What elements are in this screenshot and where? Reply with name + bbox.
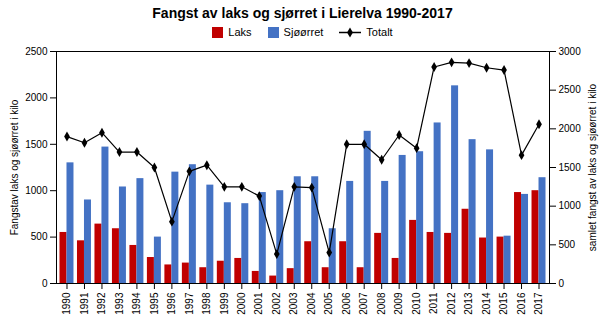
- svg-text:1996: 1996: [166, 292, 177, 315]
- html-text:Fangst av laks og sjørret i Li: Fangst av laks og sjørret i Lierelva 199…: [152, 5, 453, 21]
- svg-text:1000: 1000: [25, 185, 48, 196]
- svg-text:2005: 2005: [323, 292, 334, 315]
- svg-text:1992: 1992: [96, 292, 107, 315]
- svg-text:0: 0: [559, 278, 565, 289]
- svg-text:2007: 2007: [358, 292, 369, 315]
- svg-text:0: 0: [42, 278, 48, 289]
- svg-text:1994: 1994: [131, 292, 142, 315]
- svg-text:2000: 2000: [559, 123, 582, 134]
- svg-text:2000: 2000: [25, 92, 48, 103]
- svg-text:2003: 2003: [288, 292, 299, 315]
- svg-text:2006: 2006: [341, 292, 352, 315]
- svg-text:500: 500: [559, 239, 576, 250]
- svg-text:2017: 2017: [533, 292, 544, 315]
- svg-text:1500: 1500: [25, 139, 48, 150]
- svg-text:2500: 2500: [25, 46, 48, 57]
- svg-text:2014: 2014: [481, 292, 492, 315]
- svg-text:2008: 2008: [376, 292, 387, 315]
- svg-text:1991: 1991: [79, 292, 90, 315]
- html-text:Totalt: Totalt: [366, 26, 393, 38]
- svg-text:2004: 2004: [306, 292, 317, 315]
- svg-text:2000: 2000: [236, 292, 247, 315]
- svg-text:2009: 2009: [393, 292, 404, 315]
- svg-text:3000: 3000: [559, 46, 582, 57]
- html-text:Sjøørret: Sjøørret: [283, 26, 324, 38]
- svg-text:1998: 1998: [201, 292, 212, 315]
- svg-text:1000: 1000: [559, 200, 582, 211]
- svg-text:2001: 2001: [253, 292, 264, 315]
- html-text:Laks: Laks: [228, 26, 252, 38]
- svg-text:2011: 2011: [428, 292, 439, 314]
- svg-text:Fangstav laks og sjøørret i ki: Fangstav laks og sjøørret i kilo: [9, 99, 20, 235]
- svg-text:1990: 1990: [61, 292, 72, 315]
- svg-text:1999: 1999: [219, 292, 230, 315]
- svg-text:2002: 2002: [271, 292, 282, 315]
- svg-text:2010: 2010: [411, 292, 422, 315]
- svg-text:1500: 1500: [559, 162, 582, 173]
- svg-text:2500: 2500: [559, 84, 582, 95]
- svg-text:samlet fangst av laks og sjøør: samlet fangst av laks og sjøørret i kilo: [587, 83, 598, 251]
- svg-text:1997: 1997: [184, 292, 195, 315]
- svg-text:2015: 2015: [498, 292, 509, 315]
- svg-text:2013: 2013: [463, 292, 474, 315]
- svg-text:1995: 1995: [149, 292, 160, 315]
- svg-text:2012: 2012: [446, 292, 457, 315]
- svg-text:1993: 1993: [114, 292, 125, 315]
- svg-text:500: 500: [31, 231, 48, 242]
- svg-text:2016: 2016: [516, 292, 527, 315]
